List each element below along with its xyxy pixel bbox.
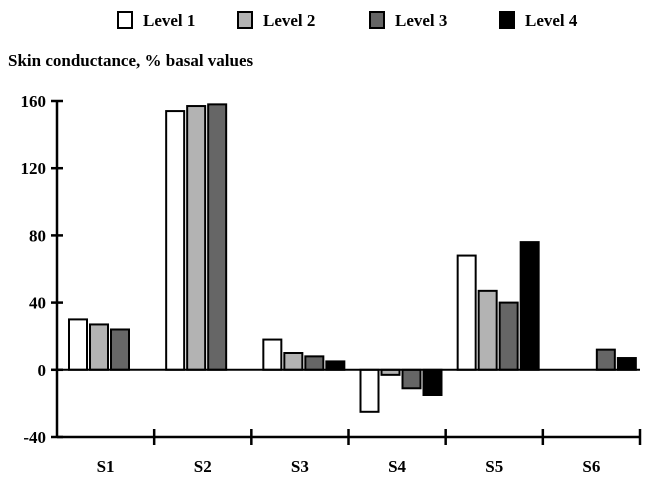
y-tick-label: 40 — [29, 294, 46, 313]
y-tick-label: 80 — [29, 226, 46, 245]
legend-label: Level 1 — [143, 11, 195, 30]
x-category-label: S1 — [97, 457, 115, 476]
bar-s3-level-1 — [262, 338, 283, 371]
y-tick-label: 160 — [21, 92, 47, 111]
legend-swatch — [499, 11, 515, 29]
bar-s3-level-2 — [283, 352, 304, 371]
bar-s4-level-4 — [422, 368, 443, 396]
bar-s1-level-3 — [110, 328, 130, 371]
legend-item-level-3: Level 3 — [369, 11, 447, 30]
bars — [68, 103, 637, 413]
legend-item-level-1: Level 1 — [117, 11, 195, 30]
x-category-label: S6 — [582, 457, 600, 476]
legend: Level 1 Level 2 Level 3 Level 4 — [117, 11, 578, 30]
x-category-label: S4 — [388, 457, 406, 476]
y-tick-label: -40 — [23, 428, 46, 447]
legend-item-level-4: Level 4 — [499, 11, 578, 30]
legend-swatch — [369, 11, 385, 29]
legend-label: Level 3 — [395, 11, 447, 30]
y-tick-label: 0 — [38, 361, 47, 380]
x-category-label: S3 — [291, 457, 309, 476]
legend-swatch — [117, 11, 133, 29]
bar-s5-level-1 — [456, 254, 477, 371]
bar-s3-level-3 — [304, 355, 325, 371]
x-category-label: S2 — [194, 457, 212, 476]
bar-s2-level-2 — [186, 105, 207, 371]
bar-s1-level-2 — [89, 323, 109, 371]
y-ticks: -40 0 40 80 120 160 — [21, 92, 63, 447]
axes — [55, 100, 642, 445]
legend-label: Level 4 — [525, 11, 578, 30]
bar-s5-level-4 — [519, 241, 540, 371]
bar-s4-level-3 — [401, 368, 422, 390]
bar-s2-level-3 — [207, 103, 228, 371]
bar-s6-level-3 — [595, 348, 616, 371]
legend-item-level-2: Level 2 — [237, 11, 315, 30]
bar-s1-level-1 — [68, 318, 88, 371]
y-axis-label: Skin conductance, % basal values — [8, 51, 254, 70]
y-tick-label: 120 — [21, 159, 47, 178]
x-category-label: S5 — [485, 457, 503, 476]
bar-s3-level-4 — [325, 360, 346, 371]
bar-s6-level-4 — [616, 357, 637, 371]
legend-label: Level 2 — [263, 11, 315, 30]
bar-s4-level-1 — [359, 368, 380, 413]
bar-s5-level-2 — [477, 289, 498, 371]
legend-swatch — [237, 11, 253, 29]
bar-s2-level-1 — [165, 110, 186, 371]
bar-s5-level-3 — [498, 301, 519, 371]
x-category-labels: S1 S2 S3 S4 S5 S6 — [97, 457, 601, 476]
